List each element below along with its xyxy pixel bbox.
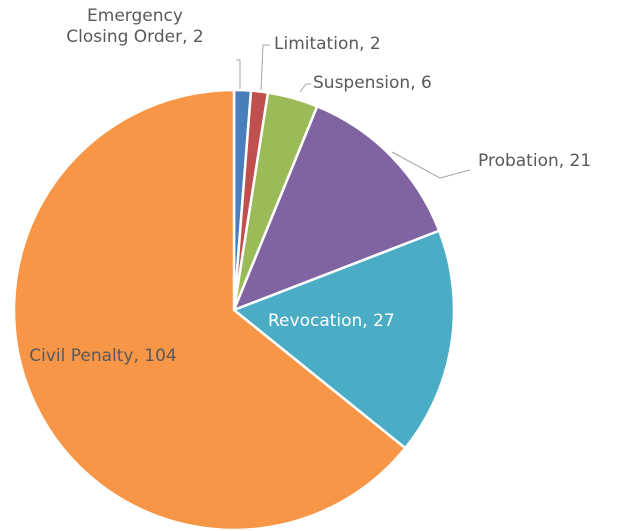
leader-line — [299, 83, 311, 93]
leader-lines — [236, 44, 471, 179]
leader-line — [236, 59, 241, 90]
leader-line — [260, 44, 270, 91]
pie-slice — [231, 104, 441, 313]
pie-slice — [231, 229, 456, 450]
data-label: Probation, 21 — [478, 151, 592, 171]
pie-slice — [12, 88, 407, 531]
data-label: Suspension, 6 — [313, 73, 432, 93]
leader-line — [391, 151, 471, 179]
data-label: Civil Penalty, 104 — [29, 346, 177, 366]
data-label: Emergency Closing Order, 2 — [66, 6, 204, 47]
data-label: Revocation, 27 — [268, 311, 395, 331]
data-label: Limitation, 2 — [274, 34, 381, 54]
